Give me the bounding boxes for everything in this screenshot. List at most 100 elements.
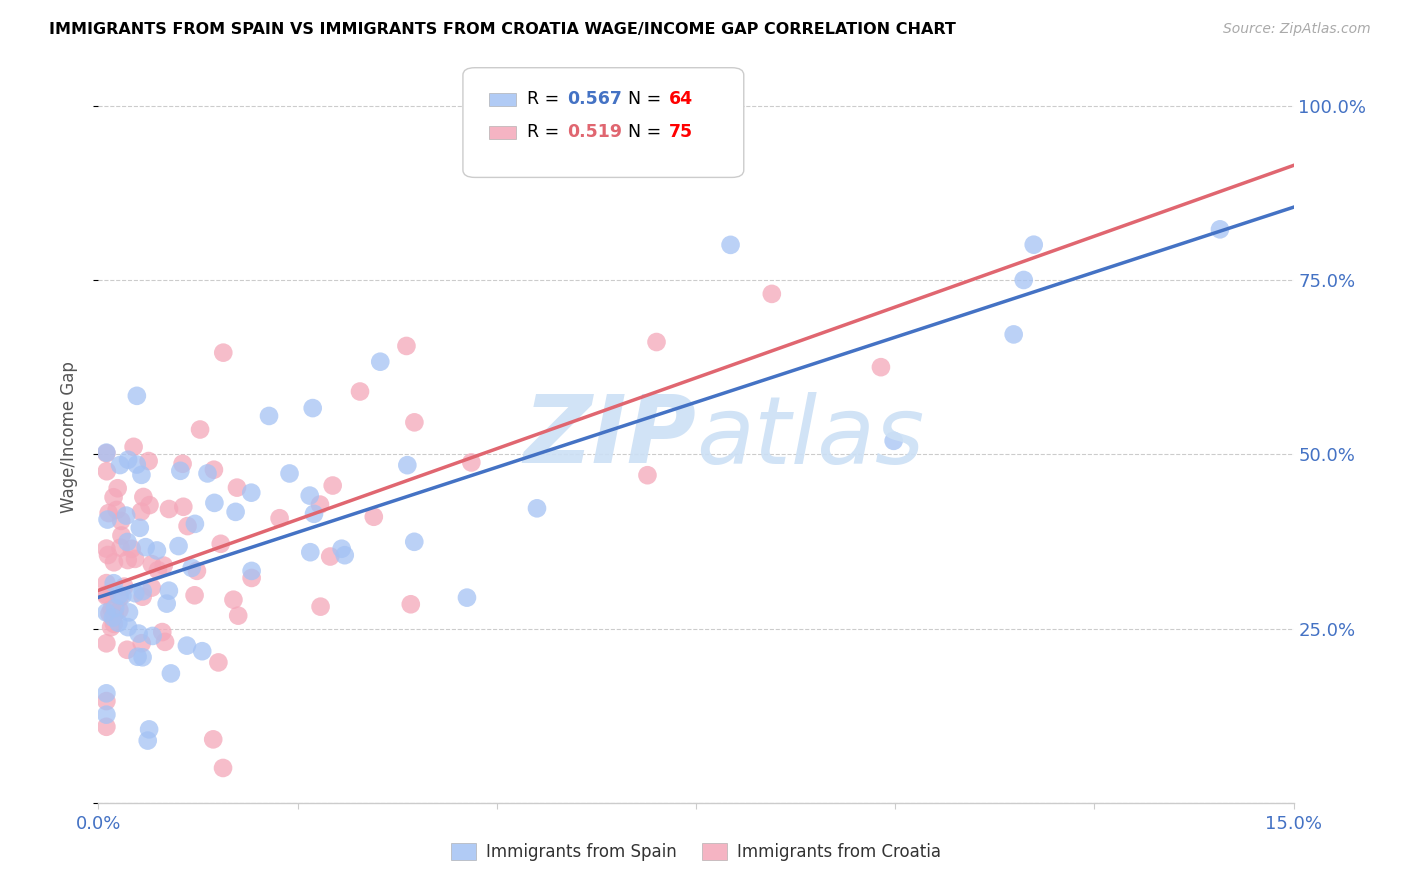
Point — [96, 694, 118, 708]
Point — [188, 423, 211, 437]
Point — [202, 496, 225, 510]
Point — [157, 583, 180, 598]
Point — [96, 464, 118, 478]
Point — [169, 464, 191, 478]
Point — [191, 644, 214, 658]
Point — [118, 606, 141, 620]
Point — [131, 590, 153, 604]
Point — [100, 602, 122, 616]
Point — [404, 415, 426, 429]
Point — [96, 686, 118, 700]
Point — [240, 571, 263, 585]
Point — [222, 592, 245, 607]
Point — [96, 588, 118, 602]
Text: ZIP: ZIP — [523, 391, 696, 483]
Point — [150, 625, 173, 640]
Point — [108, 588, 131, 602]
Point — [97, 506, 120, 520]
Point — [98, 607, 121, 621]
Point — [121, 541, 143, 556]
Point — [456, 591, 478, 605]
Point — [301, 401, 323, 416]
Point — [240, 485, 263, 500]
Point — [124, 552, 146, 566]
Point — [319, 549, 342, 564]
Text: R =: R = — [527, 90, 565, 108]
Point — [183, 588, 205, 602]
Point — [117, 553, 139, 567]
Point — [103, 576, 125, 591]
Point — [108, 458, 131, 472]
Point — [184, 516, 207, 531]
Point — [637, 468, 659, 483]
Point — [138, 498, 160, 512]
Point — [96, 446, 118, 460]
Point — [117, 452, 139, 467]
Point — [125, 458, 148, 472]
Point — [110, 528, 132, 542]
Text: R =: R = — [527, 123, 565, 141]
Point — [108, 603, 131, 617]
Point — [207, 656, 229, 670]
FancyBboxPatch shape — [463, 68, 744, 178]
Point — [100, 620, 122, 634]
Point — [368, 355, 391, 369]
Point — [645, 334, 668, 349]
Point — [152, 558, 174, 573]
Point — [96, 636, 118, 650]
Point — [96, 541, 118, 556]
Point — [138, 454, 160, 468]
Point — [117, 535, 139, 549]
Point — [128, 521, 150, 535]
Point — [212, 761, 235, 775]
Text: IMMIGRANTS FROM SPAIN VS IMMIGRANTS FROM CROATIA WAGE/INCOME GAP CORRELATION CHA: IMMIGRANTS FROM SPAIN VS IMMIGRANTS FROM… — [49, 22, 956, 37]
Point — [110, 514, 132, 528]
Point — [226, 481, 249, 495]
Point — [153, 635, 176, 649]
Point — [97, 548, 120, 562]
Point — [257, 409, 280, 423]
Point — [115, 642, 138, 657]
Point — [176, 519, 198, 533]
Point — [309, 599, 332, 614]
Point — [124, 586, 146, 600]
Point — [132, 584, 155, 599]
Point — [269, 511, 291, 525]
Point — [202, 463, 225, 477]
Point — [127, 649, 149, 664]
Point — [720, 238, 742, 252]
Point — [103, 490, 125, 504]
Point — [96, 707, 118, 722]
Point — [111, 589, 134, 603]
Point — [226, 608, 249, 623]
Point — [135, 540, 157, 554]
Point — [1022, 237, 1045, 252]
Point — [1012, 273, 1035, 287]
Point — [330, 541, 353, 556]
Point — [209, 537, 232, 551]
Point — [363, 509, 385, 524]
Point — [395, 339, 418, 353]
Point — [131, 636, 153, 650]
Point — [186, 564, 208, 578]
Legend: Immigrants from Spain, Immigrants from Croatia: Immigrants from Spain, Immigrants from C… — [444, 836, 948, 868]
Point — [761, 286, 783, 301]
Point — [396, 458, 419, 472]
FancyBboxPatch shape — [489, 126, 516, 139]
Point — [108, 591, 131, 605]
Point — [460, 455, 482, 469]
Point — [115, 508, 138, 523]
Text: 75: 75 — [668, 123, 693, 141]
Point — [160, 666, 183, 681]
Point — [132, 490, 155, 504]
Point — [240, 564, 263, 578]
Text: 0.519: 0.519 — [567, 123, 621, 141]
Point — [136, 733, 159, 747]
Point — [156, 597, 179, 611]
Point — [176, 639, 198, 653]
Point — [202, 732, 225, 747]
Point — [399, 597, 422, 611]
Point — [96, 606, 118, 620]
Point — [122, 440, 145, 454]
FancyBboxPatch shape — [489, 93, 516, 106]
